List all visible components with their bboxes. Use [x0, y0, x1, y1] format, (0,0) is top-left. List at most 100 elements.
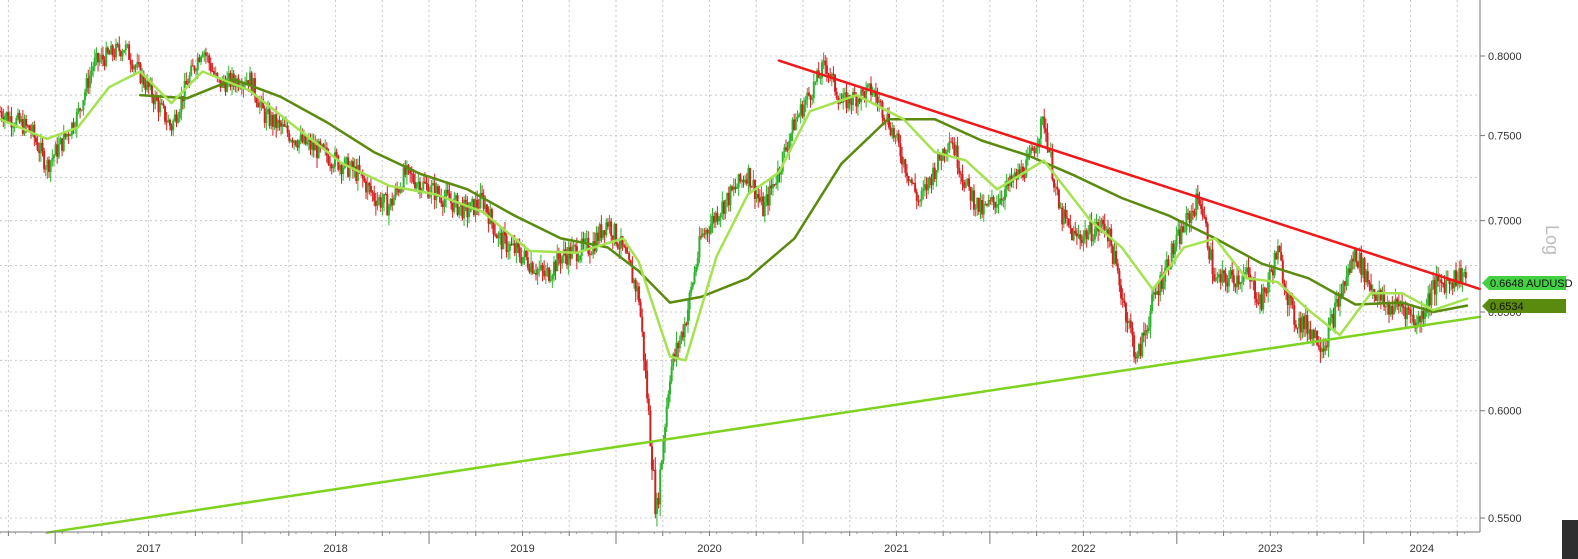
candle-body	[432, 183, 435, 186]
candle-body	[623, 245, 626, 248]
candle-body	[155, 95, 158, 101]
candle	[915, 188, 918, 210]
candle	[1294, 320, 1297, 330]
candle	[126, 43, 129, 49]
candle-body	[227, 73, 230, 79]
candle-body	[494, 234, 497, 236]
candle	[858, 97, 861, 104]
candle	[1437, 266, 1440, 287]
candle	[198, 54, 201, 63]
candle	[106, 46, 109, 55]
support-trendline	[45, 315, 1482, 534]
candle-body	[1239, 282, 1242, 285]
candle-body	[136, 62, 139, 67]
candle-body	[293, 140, 296, 143]
candle-body	[799, 104, 802, 115]
candle-body	[1102, 219, 1105, 224]
candle	[958, 160, 961, 178]
candle	[1275, 251, 1278, 260]
candle-body	[1159, 275, 1162, 296]
candle-body	[673, 353, 676, 358]
candle-body	[1428, 293, 1431, 306]
candle-body	[940, 159, 943, 161]
candle-body	[113, 55, 116, 58]
candle-body	[1445, 279, 1448, 293]
candle	[535, 263, 538, 281]
candle	[785, 139, 788, 153]
candle-body	[1136, 353, 1139, 359]
corner-button[interactable]	[1562, 520, 1578, 559]
candle-body	[976, 197, 979, 208]
candle	[376, 192, 379, 211]
candle-body	[667, 394, 670, 407]
candle-body	[928, 177, 931, 179]
candle-body	[631, 266, 634, 284]
candle-body	[801, 104, 804, 117]
candle-body	[1276, 245, 1279, 260]
candle-body	[193, 66, 196, 71]
x-tick-label: 2019	[510, 543, 534, 555]
candle-body	[1374, 295, 1377, 301]
candle-body	[783, 147, 786, 152]
candle	[552, 256, 555, 282]
x-tick-label: 2024	[1410, 543, 1434, 555]
candle-body	[1464, 272, 1467, 279]
candle	[822, 52, 825, 69]
candle	[788, 133, 791, 161]
candle	[56, 137, 59, 164]
candle	[950, 137, 953, 143]
candle-body	[798, 114, 801, 117]
candle-body	[878, 100, 881, 103]
candle-body	[1036, 145, 1039, 148]
candle	[291, 137, 294, 148]
candle-body	[856, 98, 859, 107]
candle-body	[162, 103, 165, 107]
candle	[551, 273, 554, 288]
candle-body	[332, 166, 335, 169]
candle	[894, 134, 897, 145]
candle	[204, 47, 207, 64]
candle-body	[1103, 223, 1106, 230]
candle	[771, 176, 774, 196]
candle	[103, 56, 106, 71]
candle-body	[507, 250, 510, 253]
candle-body	[744, 179, 747, 183]
candle	[1301, 313, 1304, 339]
candle	[276, 118, 279, 132]
candle	[1175, 226, 1178, 252]
candle	[288, 129, 291, 144]
candle	[456, 192, 459, 217]
price-tag: 0.6648 AUDUSD	[1482, 276, 1573, 290]
candle-body	[141, 73, 144, 83]
candle	[549, 269, 552, 283]
candle-body	[119, 51, 122, 57]
candle	[767, 186, 770, 216]
candle	[283, 118, 286, 128]
candle	[930, 173, 933, 194]
candle-body	[1222, 270, 1225, 274]
candle-body	[144, 84, 147, 90]
candle-body	[902, 159, 905, 165]
candle	[905, 164, 908, 184]
candle	[953, 137, 956, 157]
candle	[744, 174, 747, 185]
candle	[373, 185, 376, 207]
candle	[1420, 300, 1423, 333]
candle	[329, 156, 332, 172]
candle-body	[1151, 294, 1154, 311]
candle-body	[1293, 305, 1296, 325]
candle-body	[309, 139, 312, 150]
candle-body	[16, 112, 19, 118]
candle	[41, 136, 44, 157]
candle-body	[291, 140, 294, 143]
candle-body	[950, 141, 953, 143]
candle-body	[1402, 306, 1405, 308]
candle	[803, 97, 806, 120]
candle	[669, 375, 672, 403]
candle	[530, 252, 533, 276]
candle-body	[1370, 284, 1373, 291]
candle	[1187, 208, 1190, 220]
candle-body	[1330, 314, 1333, 318]
candle	[1146, 324, 1149, 340]
candle-body	[664, 426, 667, 442]
